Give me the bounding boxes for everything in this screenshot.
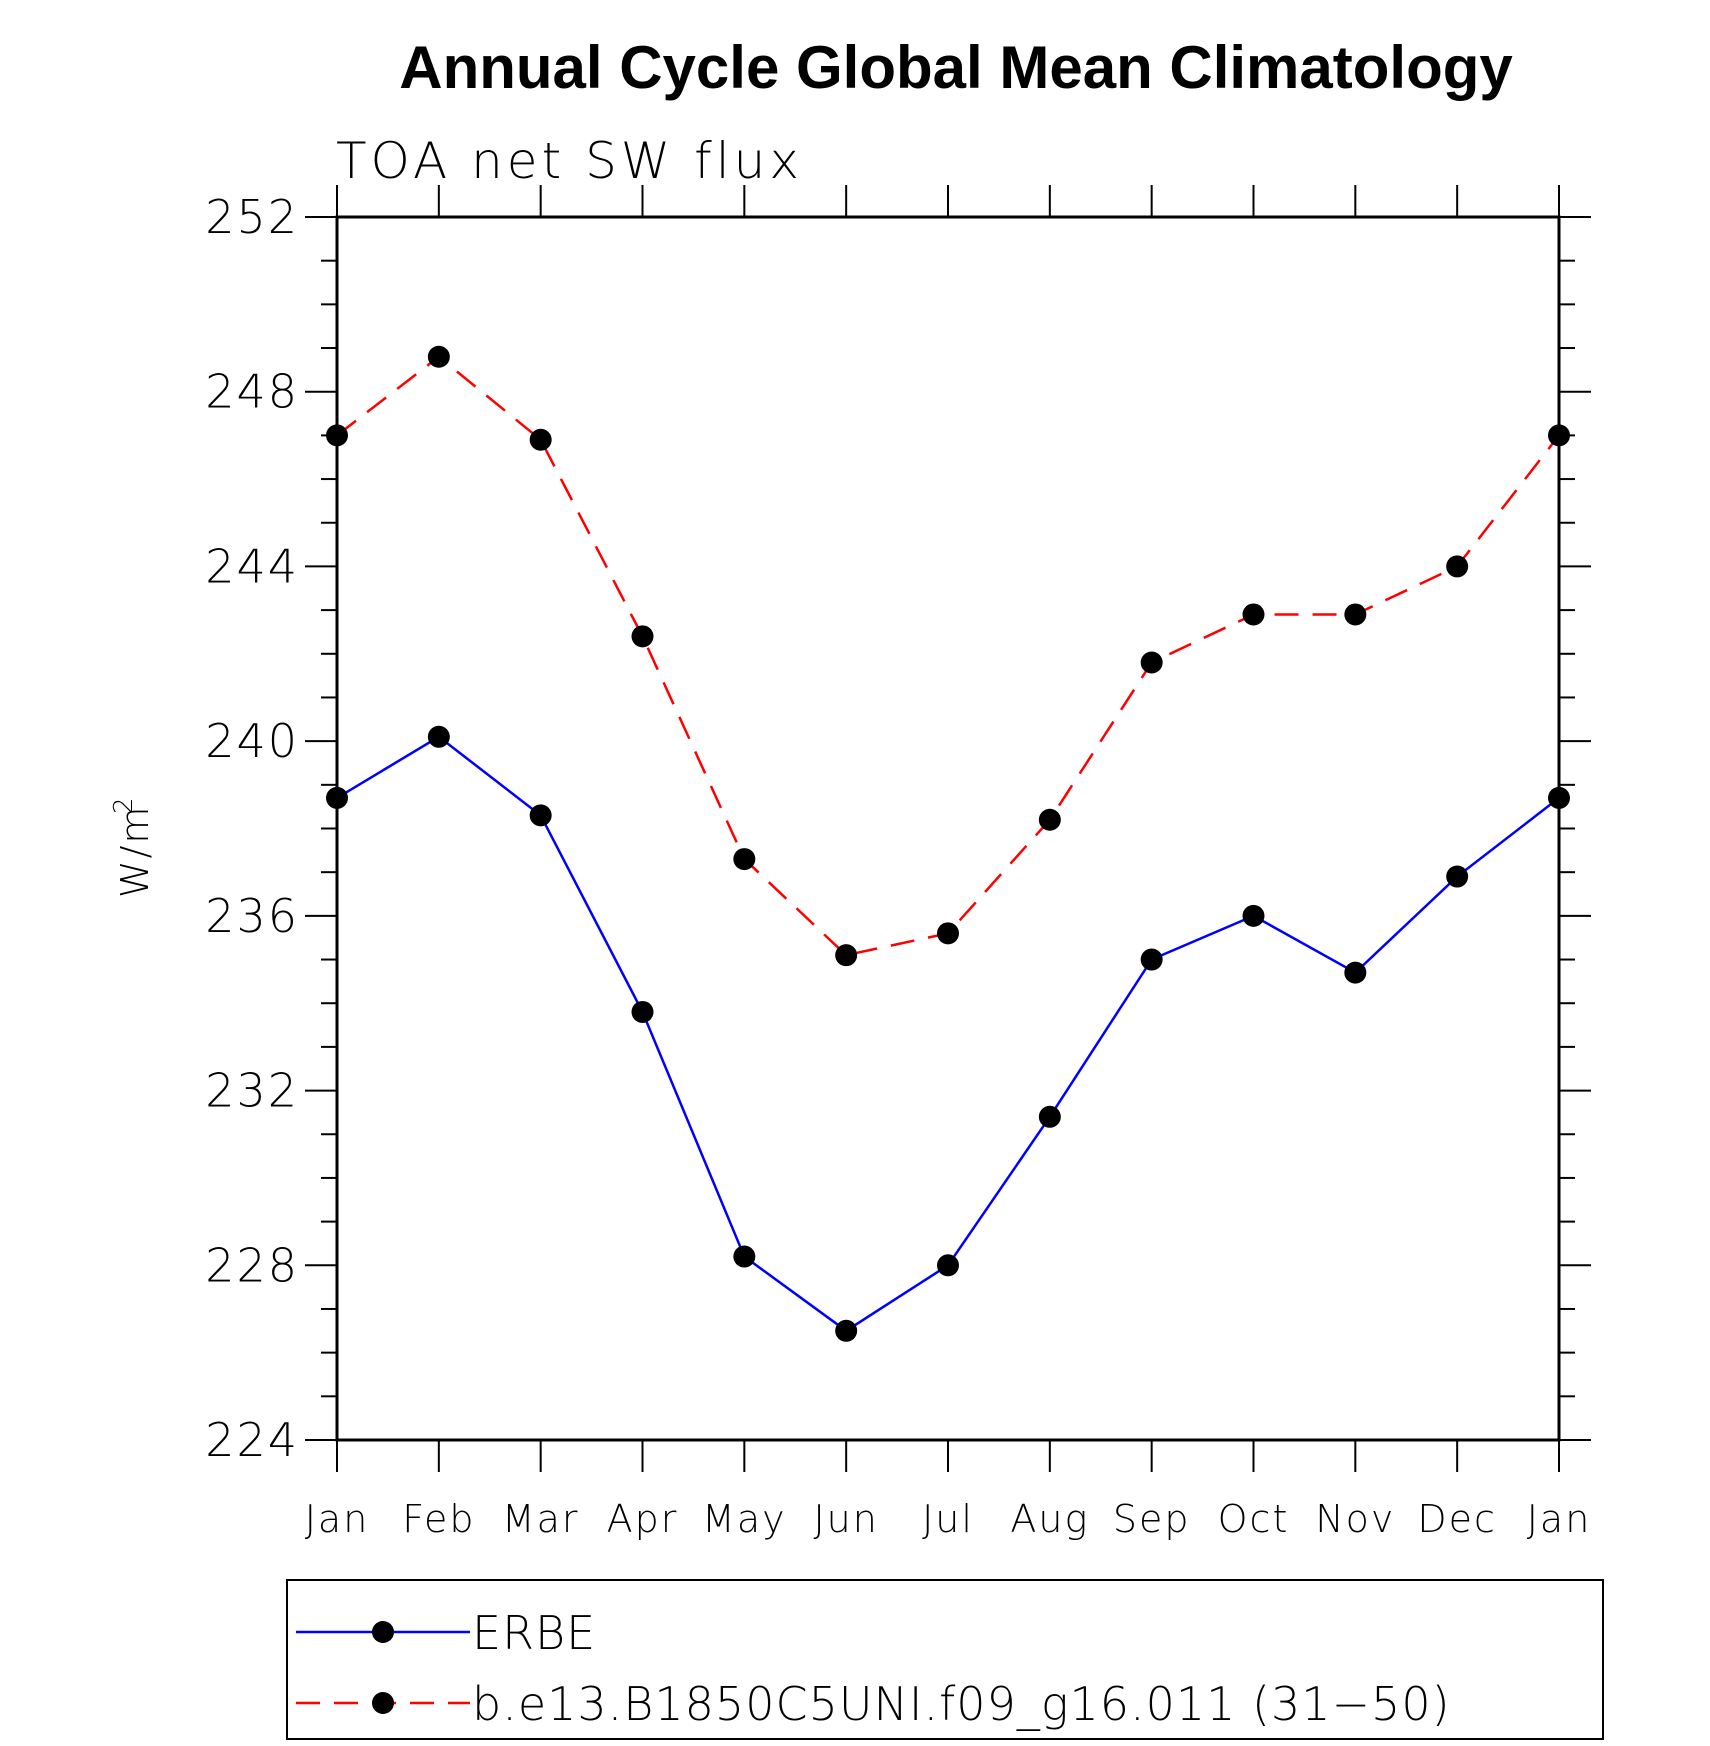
data-point: [529, 804, 552, 827]
tick-labels: 224 228 232 236 240 244 248 252 Jan Feb Mar Apr May J…: [205, 190, 1592, 1541]
data-point: [326, 424, 348, 447]
data-point: [427, 725, 450, 748]
legend-marker-0: [372, 1621, 394, 1643]
data-point: [835, 944, 858, 967]
data-point: [1242, 603, 1265, 626]
series-1: [326, 345, 1570, 967]
y-tick-label: 236: [205, 889, 299, 943]
legend: ERBE b.e13.B1850C5UNI.f09_g16.011 (31−50): [286, 1579, 1604, 1740]
data-point: [427, 345, 450, 368]
x-tick-label: Dec: [1417, 1497, 1497, 1541]
data-point: [1548, 424, 1570, 447]
legend-label-1: b.e13.B1850C5UNI.f09_g16.011 (31−50): [472, 1677, 1451, 1731]
y-tick-label: 232: [205, 1064, 299, 1118]
x-tick-label: Aug: [1010, 1497, 1089, 1541]
y-tick-label: 244: [205, 539, 299, 593]
series-line-0: [336, 735, 1560, 1333]
y-tick-label: 240: [205, 714, 299, 768]
data-point: [1344, 961, 1367, 984]
y-axis-label: W/m 2: [109, 795, 157, 898]
data-point: [631, 625, 654, 648]
series-line-1: [336, 355, 1560, 957]
y-axis-label-superscript: 2: [109, 795, 139, 814]
data-point: [835, 1319, 858, 1342]
y-axis-label-text: W/m: [113, 805, 157, 898]
data-point: [1344, 603, 1367, 626]
x-tick-label: Oct: [1218, 1497, 1290, 1541]
x-tick-label: Jan: [1527, 1497, 1592, 1541]
x-tick-label: Apr: [607, 1497, 679, 1541]
legend-label-0: ERBE: [472, 1606, 596, 1660]
x-tick-label: Jul: [922, 1497, 974, 1541]
data-point: [326, 786, 348, 809]
data-point: [529, 428, 552, 451]
data-point: [1548, 786, 1570, 809]
chart-title: Annual Cycle Global Mean Climatology: [399, 34, 1513, 101]
data-point: [1446, 865, 1469, 888]
y-tick-label: 252: [205, 190, 299, 244]
data-point: [1038, 808, 1061, 831]
series-0: [326, 725, 1570, 1342]
data-point: [1446, 555, 1469, 578]
data-point: [1140, 948, 1163, 971]
data-point: [733, 1245, 756, 1268]
data-point: [733, 848, 756, 871]
x-tick-label: Mar: [502, 1497, 580, 1541]
y-tick-label: 224: [205, 1413, 299, 1467]
x-tick-label: Nov: [1315, 1497, 1395, 1541]
legend-marker-1: [372, 1692, 394, 1714]
data-point: [1140, 651, 1163, 674]
data-point: [631, 1000, 654, 1023]
x-tick-label: Jun: [813, 1497, 878, 1541]
legend-frame: [286, 1579, 1604, 1740]
x-tick-label: Feb: [402, 1497, 475, 1541]
series-layer: [326, 345, 1570, 1342]
y-tick-label: 228: [205, 1238, 299, 1292]
data-point: [1242, 904, 1265, 927]
legend-items: ERBE b.e13.B1850C5UNI.f09_g16.011 (31−50): [296, 1606, 1451, 1731]
x-tick-label: May: [702, 1497, 787, 1541]
data-point: [1038, 1105, 1061, 1128]
x-tick-label: Sep: [1113, 1497, 1191, 1541]
data-point: [937, 922, 959, 945]
chart-subtitle: TOA net SW flux: [336, 132, 803, 190]
x-tick-label: Jan: [305, 1497, 370, 1541]
y-tick-label: 248: [205, 365, 299, 419]
axes: [305, 185, 1591, 1472]
data-point: [937, 1254, 959, 1277]
